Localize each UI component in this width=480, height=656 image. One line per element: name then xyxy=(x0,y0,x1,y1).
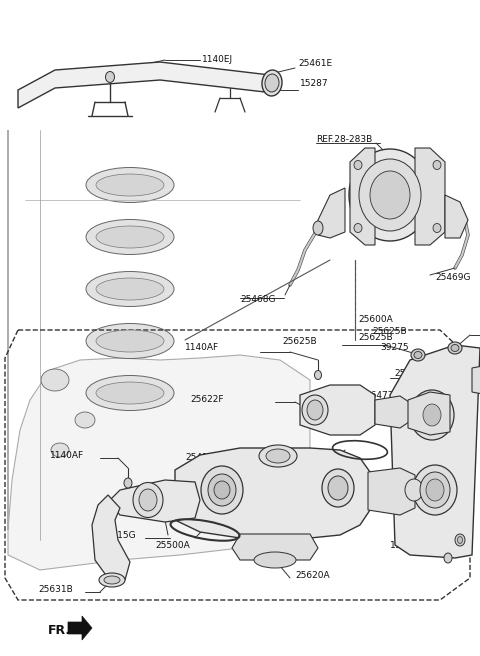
Ellipse shape xyxy=(328,476,348,500)
Text: 25611H: 25611H xyxy=(242,550,277,560)
Ellipse shape xyxy=(51,443,69,457)
Polygon shape xyxy=(318,188,345,238)
Polygon shape xyxy=(408,392,450,435)
Text: REF.28-283B: REF.28-283B xyxy=(316,136,372,144)
Ellipse shape xyxy=(266,449,290,463)
Polygon shape xyxy=(108,480,200,522)
Ellipse shape xyxy=(359,159,421,231)
Ellipse shape xyxy=(354,224,362,232)
Ellipse shape xyxy=(96,382,164,404)
Ellipse shape xyxy=(433,161,441,169)
Ellipse shape xyxy=(457,537,463,544)
Ellipse shape xyxy=(349,149,431,241)
Ellipse shape xyxy=(413,465,457,515)
Ellipse shape xyxy=(96,174,164,196)
Text: 1140GD: 1140GD xyxy=(390,541,427,550)
Text: 25418: 25418 xyxy=(185,453,214,462)
Ellipse shape xyxy=(214,481,230,499)
Polygon shape xyxy=(375,396,412,428)
Polygon shape xyxy=(175,448,370,538)
Text: 26342A: 26342A xyxy=(310,520,345,529)
Text: 39275: 39275 xyxy=(380,344,408,352)
Polygon shape xyxy=(350,148,375,245)
Ellipse shape xyxy=(414,352,422,358)
Ellipse shape xyxy=(139,489,157,511)
Ellipse shape xyxy=(420,472,450,508)
Text: 1140AF: 1140AF xyxy=(50,451,84,459)
Ellipse shape xyxy=(423,404,441,426)
Polygon shape xyxy=(232,534,318,560)
Ellipse shape xyxy=(96,278,164,300)
Polygon shape xyxy=(92,495,130,580)
Ellipse shape xyxy=(448,342,462,354)
Ellipse shape xyxy=(254,552,296,568)
Ellipse shape xyxy=(259,445,297,467)
Polygon shape xyxy=(8,130,310,570)
Text: 25625B: 25625B xyxy=(282,337,317,346)
Ellipse shape xyxy=(313,221,323,235)
Text: FR.: FR. xyxy=(48,623,71,636)
Text: 25613A: 25613A xyxy=(340,497,375,506)
Text: 25600A: 25600A xyxy=(358,316,393,325)
Ellipse shape xyxy=(455,534,465,546)
Polygon shape xyxy=(472,365,480,395)
Ellipse shape xyxy=(426,479,444,501)
Ellipse shape xyxy=(314,371,322,380)
Ellipse shape xyxy=(322,469,354,507)
Polygon shape xyxy=(68,616,92,640)
Text: 25615G: 25615G xyxy=(100,531,136,539)
Ellipse shape xyxy=(86,272,174,306)
Ellipse shape xyxy=(201,466,243,514)
Ellipse shape xyxy=(265,74,279,92)
Ellipse shape xyxy=(433,224,441,232)
Text: 25469G: 25469G xyxy=(435,274,470,283)
Text: 25500A: 25500A xyxy=(155,541,190,550)
Ellipse shape xyxy=(410,390,454,440)
Ellipse shape xyxy=(307,400,323,420)
Ellipse shape xyxy=(106,72,115,83)
Ellipse shape xyxy=(370,171,410,219)
Ellipse shape xyxy=(86,323,174,358)
Ellipse shape xyxy=(41,369,69,391)
Polygon shape xyxy=(415,148,445,245)
Text: 15287: 15287 xyxy=(300,79,329,89)
Ellipse shape xyxy=(302,395,328,425)
Ellipse shape xyxy=(208,474,236,506)
Text: 25625B: 25625B xyxy=(358,333,393,342)
Ellipse shape xyxy=(96,330,164,352)
Ellipse shape xyxy=(444,553,452,563)
Ellipse shape xyxy=(75,412,95,428)
Text: 1140AF: 1140AF xyxy=(185,344,219,352)
Ellipse shape xyxy=(124,478,132,488)
Ellipse shape xyxy=(405,479,423,501)
Text: 1339GA: 1339GA xyxy=(398,518,434,527)
Text: 25620A: 25620A xyxy=(295,571,330,579)
Ellipse shape xyxy=(99,573,125,587)
Text: 39220G: 39220G xyxy=(420,358,456,367)
Ellipse shape xyxy=(104,576,120,584)
Text: 25631B: 25631B xyxy=(38,586,73,594)
Polygon shape xyxy=(390,345,480,558)
Ellipse shape xyxy=(417,397,447,433)
Text: 25622F: 25622F xyxy=(190,394,224,403)
Ellipse shape xyxy=(133,483,163,518)
Text: 25640G: 25640G xyxy=(394,369,430,379)
Polygon shape xyxy=(368,468,415,515)
Ellipse shape xyxy=(354,161,362,169)
Ellipse shape xyxy=(86,375,174,411)
Polygon shape xyxy=(300,385,375,435)
Ellipse shape xyxy=(96,226,164,248)
Ellipse shape xyxy=(262,70,282,96)
Text: 25461E: 25461E xyxy=(298,60,332,68)
Text: 25468G: 25468G xyxy=(240,295,276,304)
Ellipse shape xyxy=(411,349,425,361)
Polygon shape xyxy=(18,62,270,108)
Text: 1140EJ: 1140EJ xyxy=(202,56,233,64)
Polygon shape xyxy=(445,195,468,238)
Ellipse shape xyxy=(86,167,174,203)
Ellipse shape xyxy=(86,220,174,255)
Text: 26477: 26477 xyxy=(365,390,394,400)
Ellipse shape xyxy=(451,344,459,352)
Text: 25625B: 25625B xyxy=(372,327,407,337)
